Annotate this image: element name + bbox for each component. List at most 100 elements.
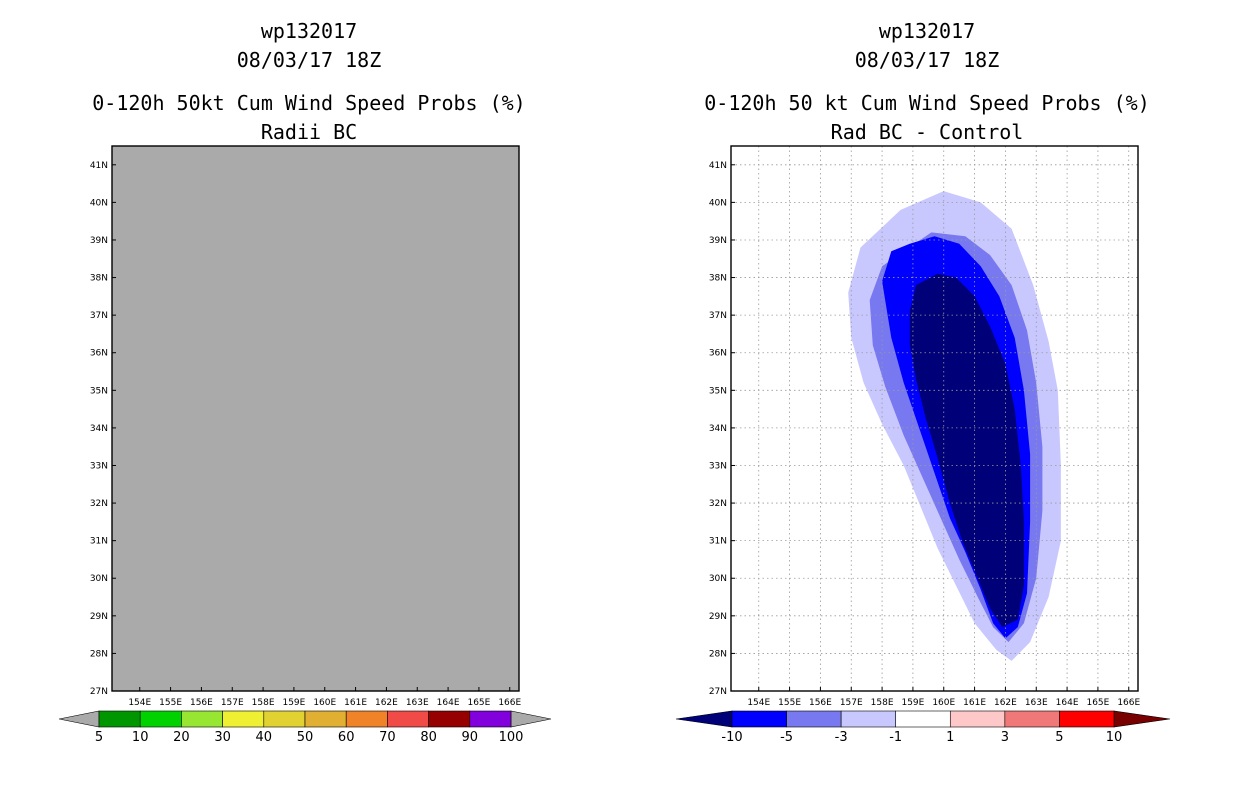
panel-1-xtick-155E: 155E <box>159 698 182 708</box>
panel-1-xtick-163E: 163E <box>406 698 429 708</box>
panel-1-xtick-164E: 164E <box>437 698 460 708</box>
panel-1-title-line-3: 0-120h 50kt Cum Wind Speed Probs (%) <box>92 91 525 115</box>
panel-1-colorbar-label-11: 100 <box>499 730 524 745</box>
panel-1-ytick-40N: 40N <box>90 198 108 208</box>
panel-1-plot-area <box>112 146 519 691</box>
panel-2-ytick-27N: 27N <box>709 687 727 697</box>
panel-2-xtick-158E: 158E <box>871 698 894 708</box>
panel-1-colorbar-right-end <box>510 710 552 728</box>
panel-1-xtick-154E: 154E <box>128 698 151 708</box>
panel-2-title-line-3: 0-120h 50 kt Cum Wind Speed Probs (%) <box>704 91 1150 115</box>
panel-2-xtick-166E: 166E <box>1117 698 1140 708</box>
panel-1-ytick-38N: 38N <box>90 274 108 284</box>
panel-2-xtick-157E: 157E <box>840 698 863 708</box>
panel-2-ytick-34N: 34N <box>709 424 727 434</box>
panel-2-ytick-28N: 28N <box>709 649 727 659</box>
panel-2-xtick-154E: 154E <box>747 698 770 708</box>
panel-2-colorbar-swatch-3 <box>840 710 897 728</box>
panel-1-colorbar-label-2: 10 <box>132 730 149 745</box>
panel-1-xtick-160E: 160E <box>313 698 336 708</box>
panel-2-xtick-155E: 155E <box>778 698 801 708</box>
panel-1-ytick-36N: 36N <box>90 349 108 359</box>
panel-2-ytick-40N: 40N <box>709 198 727 208</box>
panel-2-ytick-39N: 39N <box>709 236 727 246</box>
panel-1-colorbar-swatch-10 <box>469 710 512 728</box>
panel-1-ytick-39N: 39N <box>90 236 108 246</box>
panel-2-xtick-156E: 156E <box>809 698 832 708</box>
panel-2-ytick-30N: 30N <box>709 574 727 584</box>
panel-1-colorbar-swatch-3 <box>181 710 223 728</box>
panel-1-ytick-28N: 28N <box>90 649 108 659</box>
panel-1-xtick-159E: 159E <box>282 698 305 708</box>
panel-2-colorbar-label-5: 1 <box>946 730 954 745</box>
panel-1-ytick-37N: 37N <box>90 311 108 321</box>
panel-1-colorbar-label-10: 90 <box>462 730 479 745</box>
panel-1-colorbar-left-end <box>58 710 100 728</box>
panel-2-contour-4 <box>909 273 1024 628</box>
panel-1-colorbar-swatch-4 <box>222 710 265 728</box>
panel-1-ytick-31N: 31N <box>90 537 108 547</box>
panel-2-frame <box>730 145 1139 692</box>
panel-2-ytick-32N: 32N <box>709 499 727 509</box>
panel-2-colorbar-label-4: -1 <box>889 730 902 745</box>
panel-2-xtick-165E: 165E <box>1086 698 1109 708</box>
panel-2-colorbar-label-1: -10 <box>721 730 742 745</box>
panel-2-ytick-29N: 29N <box>709 612 727 622</box>
panel-1-colorbar-label-1: 5 <box>95 730 103 745</box>
panel-1-xtick-161E: 161E <box>344 698 367 708</box>
panel-1-colorbar-label-8: 70 <box>379 730 396 745</box>
panel-2-colorbar-label-3: -3 <box>835 730 848 745</box>
panel-2-xtick-160E: 160E <box>932 698 955 708</box>
panel-2-xtick-161E: 161E <box>963 698 986 708</box>
panel-1-ytick-30N: 30N <box>90 574 108 584</box>
panel-1-colorbar-swatch-8 <box>387 710 429 728</box>
panel-1-colorbar-swatch-1 <box>98 710 141 728</box>
panel-2-colorbar-swatch-5 <box>949 710 1006 728</box>
panel-2-colorbar-swatch-7 <box>1059 710 1115 728</box>
panel-2-colorbar-label-2: -5 <box>780 730 793 745</box>
panel-1-colorbar-label-5: 40 <box>256 730 273 745</box>
panel-1-colorbar-label-3: 20 <box>173 730 190 745</box>
panel-2-colorbar-swatch-1 <box>731 710 787 728</box>
panel-1-xtick-156E: 156E <box>190 698 213 708</box>
panel-1-xtick-158E: 158E <box>252 698 275 708</box>
panel-2-colorbar-label-8: 10 <box>1106 730 1123 745</box>
panel-2-ytick-41N: 41N <box>709 161 727 171</box>
panel-1-frame <box>111 145 520 692</box>
panel-1-ytick-32N: 32N <box>90 499 108 509</box>
panel-1-ytick-34N: 34N <box>90 424 108 434</box>
panel-1-colorbar-label-7: 60 <box>338 730 355 745</box>
panel-2-xtick-159E: 159E <box>901 698 924 708</box>
panel-2-colorbar-swatch-2 <box>786 710 842 728</box>
panel-2-colorbar-label-6: 3 <box>1001 730 1009 745</box>
panel-2-ytick-37N: 37N <box>709 311 727 321</box>
panel-1-colorbar-swatch-2 <box>139 710 182 728</box>
panel-1-colorbar-label-4: 30 <box>214 730 231 745</box>
panel-1-title-line-4: Radii BC <box>261 120 357 144</box>
panel-1-ytick-33N: 33N <box>90 461 108 471</box>
panel-2-colorbar-label-7: 5 <box>1055 730 1063 745</box>
panel-2-colorbar-right-end <box>1113 710 1171 728</box>
panel-2-title-line-2: 08/03/17 18Z <box>855 48 1000 72</box>
panel-2-xtick-164E: 164E <box>1056 698 1079 708</box>
panel-2-title-line-4: Rad BC - Control <box>831 120 1024 144</box>
panel-1-xtick-157E: 157E <box>221 698 244 708</box>
panel-1-ytick-35N: 35N <box>90 386 108 396</box>
panel-1-colorbar-swatch-9 <box>428 710 471 728</box>
panel-2-xtick-162E: 162E <box>994 698 1017 708</box>
panel-2-ytick-36N: 36N <box>709 349 727 359</box>
panel-2-ytick-31N: 31N <box>709 537 727 547</box>
panel-1-xtick-166E: 166E <box>498 698 521 708</box>
panel-2-ytick-33N: 33N <box>709 461 727 471</box>
panel-1-colorbar-swatch-7 <box>345 710 388 728</box>
panel-2-ytick-38N: 38N <box>709 274 727 284</box>
panel-2-colorbar-swatch-4 <box>895 710 951 728</box>
panel-1-title-line-2: 08/03/17 18Z <box>237 48 382 72</box>
panel-1-xtick-165E: 165E <box>467 698 490 708</box>
panel-1-ytick-29N: 29N <box>90 612 108 622</box>
panel-1-ytick-27N: 27N <box>90 687 108 697</box>
panel-1-xtick-162E: 162E <box>375 698 398 708</box>
panel-2-colorbar-swatch-6 <box>1004 710 1060 728</box>
panel-1-ytick-41N: 41N <box>90 161 108 171</box>
